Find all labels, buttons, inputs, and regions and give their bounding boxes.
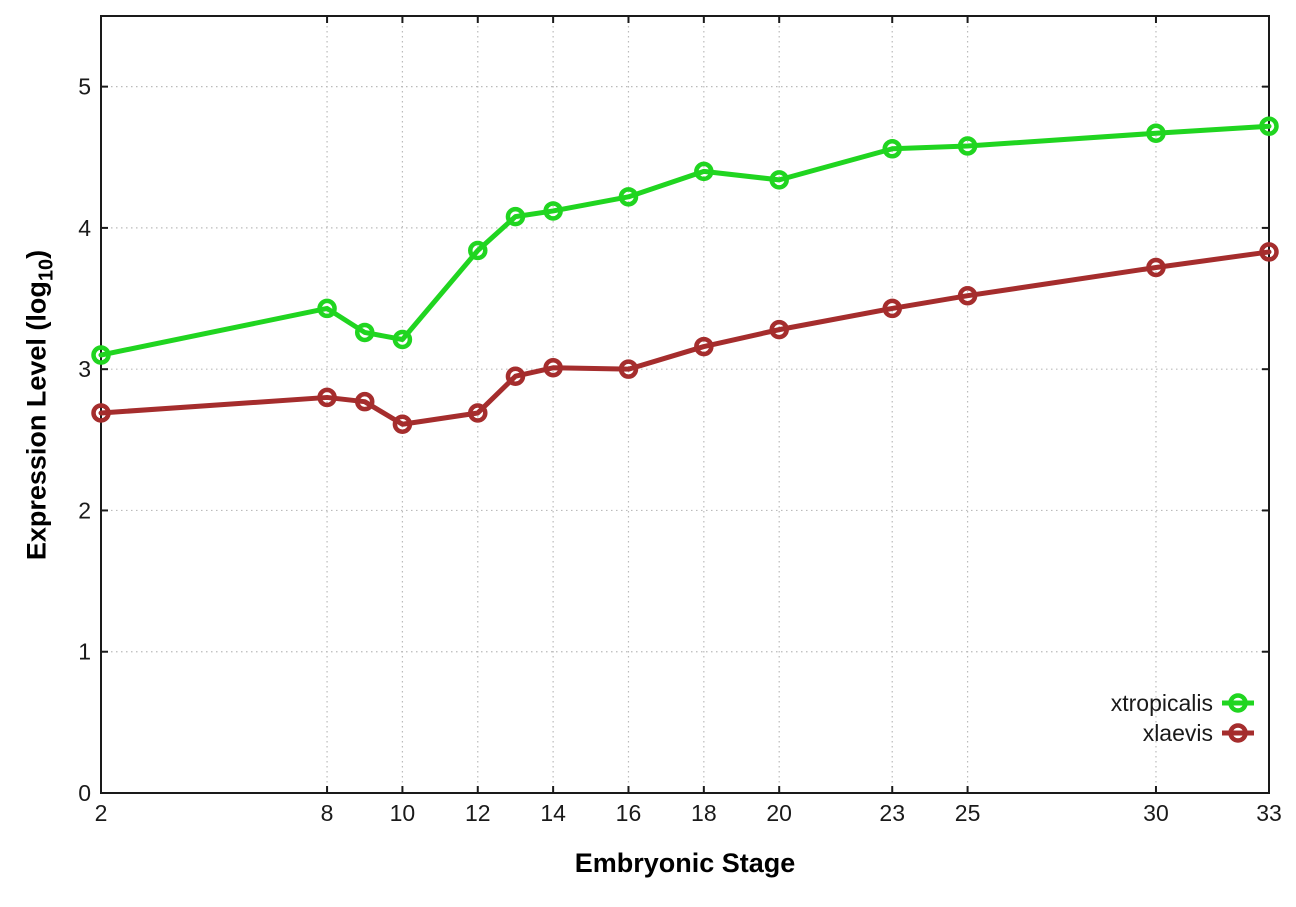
data-point-xtropicalis <box>354 322 375 343</box>
data-point-xtropicalis <box>317 298 337 319</box>
data-point-xtropicalis <box>882 139 902 159</box>
legend-marker-xtropicalis <box>1228 693 1248 713</box>
y-tick-label: 2 <box>78 497 91 523</box>
data-point-xlaevis <box>1146 257 1166 278</box>
data-point-xtropicalis <box>1259 116 1279 136</box>
legend-label-xtropicalis: xtropicalis <box>1111 690 1213 716</box>
y-tick-label: 1 <box>78 639 91 665</box>
data-point-xtropicalis <box>505 206 526 227</box>
x-tick-label: 16 <box>616 800 642 826</box>
series-line-xlaevis <box>98 249 1272 427</box>
data-point-xtropicalis <box>957 136 978 156</box>
data-point-xlaevis <box>317 387 337 408</box>
data-point-xlaevis <box>769 319 789 340</box>
x-tick-label: 23 <box>879 800 905 826</box>
y-tick-label: 5 <box>78 74 91 100</box>
legend-label-xlaevis: xlaevis <box>1143 720 1213 746</box>
data-point-xtropicalis <box>1146 123 1166 144</box>
data-point-xlaevis <box>91 403 111 423</box>
x-tick-label: 12 <box>465 800 491 826</box>
y-tick-label: 0 <box>78 780 91 806</box>
y-axis-title-end: ) <box>21 249 52 259</box>
data-point-xtropicalis <box>91 345 111 365</box>
data-point-xlaevis <box>505 366 526 386</box>
x-axis-title: Embryonic Stage <box>101 848 1269 879</box>
data-point-xtropicalis <box>392 329 413 350</box>
y-tick-label: 4 <box>78 215 91 241</box>
data-point-xlaevis <box>694 336 714 357</box>
data-point-xlaevis <box>468 403 488 423</box>
data-point-xtropicalis <box>618 187 639 207</box>
y-axis-title: Expression Level (log10) <box>22 250 59 560</box>
data-point-xtropicalis <box>468 240 488 261</box>
y-axis-title-main: Expression Level (log <box>21 281 52 561</box>
data-point-xlaevis <box>882 298 902 319</box>
data-point-xtropicalis <box>769 170 789 190</box>
data-point-xlaevis <box>618 359 639 379</box>
x-tick-label: 10 <box>390 800 416 826</box>
data-point-xlaevis <box>1259 242 1279 262</box>
y-tick-label: 3 <box>78 356 91 382</box>
x-tick-label: 18 <box>691 800 717 826</box>
x-tick-label: 30 <box>1143 800 1169 826</box>
x-tick-label: 8 <box>321 800 334 826</box>
data-point-xlaevis <box>392 414 413 435</box>
data-point-xlaevis <box>957 285 978 306</box>
x-tick-label: 33 <box>1256 800 1282 826</box>
data-point-xtropicalis <box>543 201 563 221</box>
x-tick-label: 14 <box>540 800 566 826</box>
x-tick-label: 20 <box>766 800 792 826</box>
data-point-xlaevis <box>354 391 375 412</box>
x-tick-label: 25 <box>955 800 981 826</box>
x-axis-title-text: Embryonic Stage <box>574 848 796 878</box>
legend-marker-xlaevis <box>1228 723 1248 743</box>
plot-border <box>100 15 1270 794</box>
x-tick-label: 2 <box>95 800 108 826</box>
series-line-xtropicalis <box>98 123 1272 358</box>
data-point-xtropicalis <box>694 161 714 182</box>
y-axis-title-subscript: 10 <box>35 258 58 282</box>
data-point-xlaevis <box>543 358 563 378</box>
